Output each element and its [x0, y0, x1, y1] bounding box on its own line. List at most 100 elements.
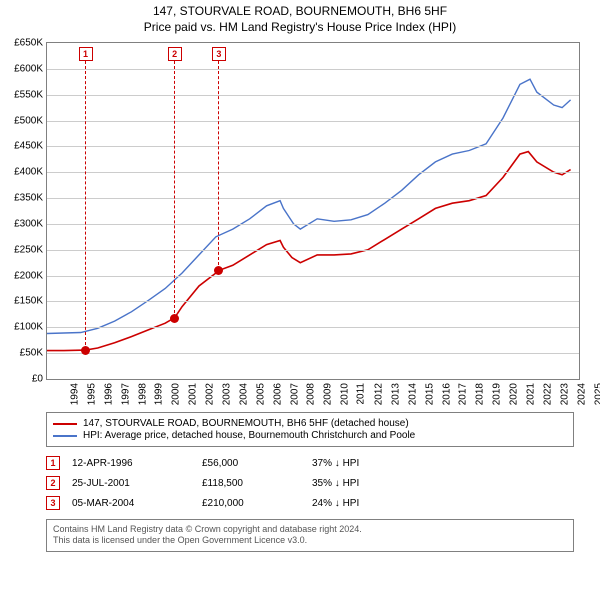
- chart-titles: 147, STOURVALE ROAD, BOURNEMOUTH, BH6 5H…: [0, 0, 600, 34]
- legend-swatch: [53, 423, 77, 425]
- x-tick-label: 2013: [390, 383, 401, 405]
- gridline: [47, 146, 579, 147]
- title-line-2: Price paid vs. HM Land Registry's House …: [0, 20, 600, 34]
- x-tick-label: 2005: [255, 383, 266, 405]
- y-tick-label: £650K: [14, 38, 47, 49]
- event-row: 2 25-JUL-2001£118,50035% ↓ HPI: [46, 473, 574, 493]
- legend-row: HPI: Average price, detached house, Bour…: [53, 430, 567, 441]
- x-tick-label: 2021: [525, 383, 536, 405]
- gridline: [47, 69, 579, 70]
- x-tick-label: 2001: [187, 383, 198, 405]
- event-number-box: 2: [168, 47, 182, 61]
- y-tick-label: £450K: [14, 141, 47, 152]
- event-price: £118,500: [202, 478, 312, 489]
- x-tick-label: 1994: [69, 383, 80, 405]
- event-date: 25-JUL-2001: [72, 478, 202, 489]
- gridline: [47, 224, 579, 225]
- event-price: £56,000: [202, 458, 312, 469]
- event-dot: [214, 266, 223, 275]
- x-tick-label: 2004: [238, 383, 249, 405]
- legend-box: 147, STOURVALE ROAD, BOURNEMOUTH, BH6 5H…: [46, 412, 574, 447]
- event-delta-vs-hpi: 37% ↓ HPI: [312, 458, 574, 469]
- series-line-price_paid: [47, 152, 571, 351]
- title-line-1: 147, STOURVALE ROAD, BOURNEMOUTH, BH6 5H…: [0, 4, 600, 18]
- gridline: [47, 250, 579, 251]
- event-marker: 2: [163, 47, 187, 323]
- event-delta-vs-hpi: 24% ↓ HPI: [312, 498, 574, 509]
- legend-label: HPI: Average price, detached house, Bour…: [83, 430, 415, 441]
- event-dashed-line: [174, 61, 175, 318]
- chart-area: £0 £50K £100K £150K £200K £250K £300K £350K £400…: [0, 34, 600, 412]
- x-tick-label: 2014: [407, 383, 418, 405]
- plot-area: £0£50K£100K£150K£200K£250K£300K£350K£400…: [46, 42, 580, 380]
- gridline: [47, 121, 579, 122]
- gridline: [47, 353, 579, 354]
- y-tick-label: £150K: [14, 296, 47, 307]
- event-dashed-line: [218, 61, 219, 270]
- event-delta-vs-hpi: 35% ↓ HPI: [312, 478, 574, 489]
- x-tick-label: 2019: [491, 383, 502, 405]
- x-tick-label: 2003: [221, 383, 232, 405]
- events-table: 1 12-APR-1996£56,00037% ↓ HPI 2 25-JUL-2001…: [46, 453, 574, 513]
- x-tick-label: 2011: [356, 383, 367, 405]
- x-tick-label: 2025: [593, 383, 600, 405]
- gridline: [47, 327, 579, 328]
- event-number-box: 1: [79, 47, 93, 61]
- x-tick-label: 1999: [154, 383, 165, 405]
- x-tick-label: 2016: [441, 383, 452, 405]
- x-tick-label: 1997: [120, 383, 131, 405]
- y-tick-label: £550K: [14, 89, 47, 100]
- x-tick-label: 1995: [86, 383, 97, 405]
- event-number-box: 3: [212, 47, 226, 61]
- x-tick-label: 2007: [289, 383, 300, 405]
- x-tick-label: 2024: [576, 383, 587, 405]
- legend-row: 147, STOURVALE ROAD, BOURNEMOUTH, BH6 5H…: [53, 418, 567, 429]
- event-row: 3 05-MAR-2004£210,00024% ↓ HPI: [46, 493, 574, 513]
- event-date: 12-APR-1996: [72, 458, 202, 469]
- event-price: £210,000: [202, 498, 312, 509]
- y-tick-label: £200K: [14, 270, 47, 281]
- y-tick-label: £500K: [14, 115, 47, 126]
- x-tick-label: 2020: [508, 383, 519, 405]
- y-tick-label: £100K: [14, 322, 47, 333]
- footer-attribution: Contains HM Land Registry data © Crown c…: [46, 519, 574, 552]
- event-dot: [81, 346, 90, 355]
- y-tick-label: £50K: [20, 348, 47, 359]
- series-svg: [47, 43, 579, 379]
- series-line-hpi: [47, 79, 571, 333]
- x-tick-label: 1998: [137, 383, 148, 405]
- event-row: 1 12-APR-1996£56,00037% ↓ HPI: [46, 453, 574, 473]
- y-tick-label: £600K: [14, 63, 47, 74]
- x-tick-label: 1996: [103, 383, 114, 405]
- event-dot: [170, 314, 179, 323]
- event-number-box: 1: [46, 456, 60, 470]
- footer-line-2: This data is licensed under the Open Gov…: [53, 535, 567, 546]
- x-tick-label: 2006: [272, 383, 283, 405]
- footer-line-1: Contains HM Land Registry data © Crown c…: [53, 524, 567, 535]
- y-tick-label: £300K: [14, 218, 47, 229]
- event-number-box: 3: [46, 496, 60, 510]
- gridline: [47, 276, 579, 277]
- x-tick-label: 2008: [306, 383, 317, 405]
- x-tick-label: 2000: [171, 383, 182, 405]
- x-tick-label: 2009: [323, 383, 334, 405]
- gridline: [47, 198, 579, 199]
- legend-swatch: [53, 435, 77, 437]
- y-tick-label: £400K: [14, 167, 47, 178]
- event-marker: 1: [74, 47, 98, 355]
- event-marker: 3: [207, 47, 231, 275]
- x-tick-label: 2022: [542, 383, 553, 405]
- event-number-box: 2: [46, 476, 60, 490]
- y-tick-label: £350K: [14, 193, 47, 204]
- x-tick-label: 2010: [339, 383, 350, 405]
- legend-label: 147, STOURVALE ROAD, BOURNEMOUTH, BH6 5H…: [83, 418, 409, 429]
- x-tick-label: 2023: [559, 383, 570, 405]
- x-tick-label: 2012: [373, 383, 384, 405]
- x-tick-label: 2015: [424, 383, 435, 405]
- y-tick-label: £0: [32, 374, 47, 385]
- x-tick-label: 2018: [475, 383, 486, 405]
- x-tick-label: 2002: [204, 383, 215, 405]
- gridline: [47, 301, 579, 302]
- event-date: 05-MAR-2004: [72, 498, 202, 509]
- y-tick-label: £250K: [14, 244, 47, 255]
